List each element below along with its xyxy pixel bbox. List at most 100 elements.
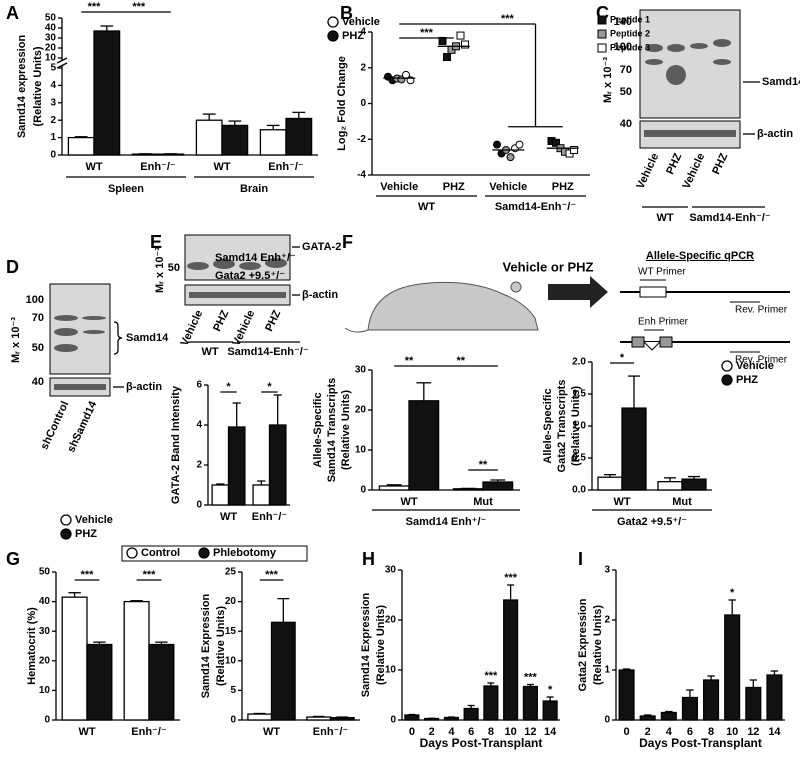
legend-frame bbox=[121, 545, 308, 562]
axis-break bbox=[56, 62, 68, 69]
x-tick-label: 8 bbox=[708, 726, 714, 738]
y-tick-label: 2.0 bbox=[572, 357, 586, 368]
y-axis-label: (Relative Units) bbox=[32, 46, 44, 126]
panel-label: D bbox=[6, 257, 19, 277]
primer-label: Rev. Primer bbox=[735, 355, 788, 366]
deletion bbox=[643, 341, 661, 351]
x-tick-label: Mut bbox=[473, 496, 493, 508]
diagram-title: Allele-Specific qPCR bbox=[646, 250, 754, 262]
y-tick-label: 0 bbox=[44, 715, 50, 726]
group-label: WT bbox=[418, 201, 435, 213]
group-label: WT bbox=[201, 346, 218, 358]
blot-band bbox=[213, 259, 235, 269]
blot-band bbox=[666, 65, 686, 85]
significance-label: *** bbox=[484, 670, 498, 682]
bar bbox=[424, 717, 440, 721]
significance-label: *** bbox=[81, 569, 95, 581]
bar bbox=[724, 614, 741, 721]
bar bbox=[482, 481, 514, 491]
y-tick-label: 10 bbox=[39, 685, 51, 696]
bar bbox=[306, 716, 332, 721]
bar bbox=[227, 426, 246, 506]
legend-label: PHZ bbox=[342, 30, 364, 42]
mw-tick: 50 bbox=[620, 86, 632, 98]
significance-label: ** bbox=[479, 459, 488, 471]
bar bbox=[452, 488, 484, 491]
x-tick-label: WT bbox=[213, 161, 230, 173]
point bbox=[515, 140, 524, 149]
legend-marker bbox=[721, 374, 733, 386]
legend-label: Vehicle bbox=[736, 360, 774, 372]
mouse-genotype: Gata2 +9.5⁺/⁻ bbox=[215, 270, 285, 282]
y-tick-label: 1 bbox=[50, 132, 56, 143]
x-tick-label: WT bbox=[78, 726, 95, 738]
bar bbox=[503, 599, 519, 721]
point bbox=[506, 153, 515, 162]
y-axis-label: (Relative Units) bbox=[570, 386, 582, 466]
lane-label: shControl bbox=[39, 399, 72, 451]
lane-label: Vehicle bbox=[634, 151, 661, 190]
bar bbox=[745, 686, 762, 721]
y-tick-label: 0.0 bbox=[572, 485, 586, 496]
panel-label: A bbox=[6, 3, 19, 23]
bar bbox=[247, 713, 273, 721]
x-tick-label: WT bbox=[220, 511, 237, 523]
x-tick-label: 14 bbox=[768, 726, 781, 738]
bar bbox=[86, 643, 113, 721]
blot-c: 140 100 70 50 40 Mᵣ x 10⁻³ Samd14 β-acti… bbox=[602, 9, 800, 224]
significance-label: * bbox=[226, 381, 231, 393]
mw-label: Mᵣ x 10⁻³ bbox=[602, 57, 614, 103]
y-axis-label: Gata2 Expression bbox=[577, 598, 589, 691]
x-tick-label: 10 bbox=[505, 726, 517, 738]
mw-tick: 70 bbox=[32, 312, 44, 324]
blot-band bbox=[54, 315, 78, 321]
group-label: Samd14-Enh⁻/⁻ bbox=[689, 212, 770, 224]
legend-marker bbox=[597, 43, 607, 53]
primer-label: Enh Primer bbox=[638, 317, 689, 328]
blot-band bbox=[644, 130, 736, 137]
bar bbox=[597, 476, 623, 491]
x-tick-label: 4 bbox=[448, 726, 455, 738]
legend-marker bbox=[60, 528, 72, 540]
x-axis-label: Samd14 Enh⁺/⁻ bbox=[406, 516, 487, 528]
x-tick-label: Enh⁻/⁻ bbox=[252, 511, 288, 523]
bar bbox=[221, 124, 249, 156]
y-axis-label: GATA-2 Band Intensity bbox=[170, 385, 182, 504]
y-tick-label: 10 bbox=[385, 665, 397, 676]
legend-marker bbox=[60, 514, 72, 526]
y-tick-label: 0 bbox=[230, 715, 236, 726]
x-tick-label: 14 bbox=[544, 726, 557, 738]
y-tick-label: 1.5 bbox=[572, 389, 586, 400]
x-tick-label: 0 bbox=[624, 726, 630, 738]
legend-label: Vehicle bbox=[75, 514, 113, 526]
lane-label: PHZ bbox=[710, 151, 730, 176]
y-tick-label: 0 bbox=[50, 150, 56, 161]
y-tick-label: 20 bbox=[39, 655, 51, 666]
y-axis-label: (Relative Units) bbox=[592, 605, 604, 685]
bar bbox=[123, 600, 150, 721]
significance-label: * bbox=[620, 352, 625, 364]
point bbox=[570, 145, 578, 154]
blot-band bbox=[189, 292, 286, 298]
y-tick-label: 50 bbox=[39, 567, 51, 578]
bar bbox=[148, 643, 175, 721]
significance-label: ** bbox=[457, 355, 466, 367]
y-axis-label: (Relative Units) bbox=[340, 390, 352, 470]
lane-label: PHZ bbox=[664, 151, 684, 176]
y-axis-label: Samd14 Transcripts bbox=[326, 378, 338, 483]
panel-label: G bbox=[6, 549, 20, 569]
bar bbox=[329, 716, 355, 721]
diagram-f: Samd14 Enh⁺/⁻ Gata2 +9.5⁺/⁻ Vehicle or P… bbox=[215, 250, 790, 366]
y-tick-label: 2 bbox=[360, 62, 366, 73]
y-axis-label: Samd14 expression bbox=[16, 35, 28, 139]
y-tick-label: 3 bbox=[604, 565, 610, 576]
blot bbox=[184, 234, 291, 281]
y-axis-label: Samd14 Expression bbox=[360, 592, 372, 697]
blot-band bbox=[187, 262, 209, 270]
blot-band bbox=[82, 316, 106, 320]
y-axis-label: Hematocrit (%) bbox=[26, 607, 38, 685]
mw-tick: 50 bbox=[32, 342, 44, 354]
bar bbox=[657, 481, 683, 491]
band-label: GATA-2 bbox=[302, 241, 341, 253]
y-tick-label: 40 bbox=[39, 596, 51, 607]
